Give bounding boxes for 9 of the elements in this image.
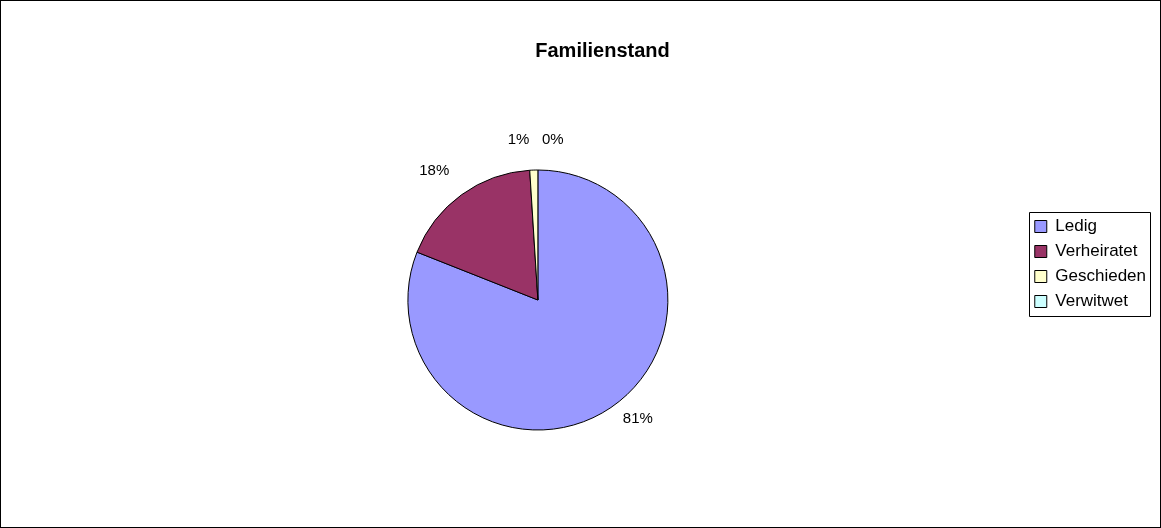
- data-label: 18%: [419, 160, 450, 178]
- legend-label: Ledig: [1055, 216, 1097, 236]
- legend-label: Verwitwet: [1055, 291, 1129, 311]
- legend-label: Geschieden: [1055, 266, 1147, 286]
- data-label: 81%: [622, 409, 653, 427]
- text: 0%: [541, 130, 564, 148]
- data-label: 1%: [507, 130, 530, 148]
- chart-title: Familienstand: [535, 38, 670, 61]
- legend-label: Verheiratet: [1055, 241, 1138, 261]
